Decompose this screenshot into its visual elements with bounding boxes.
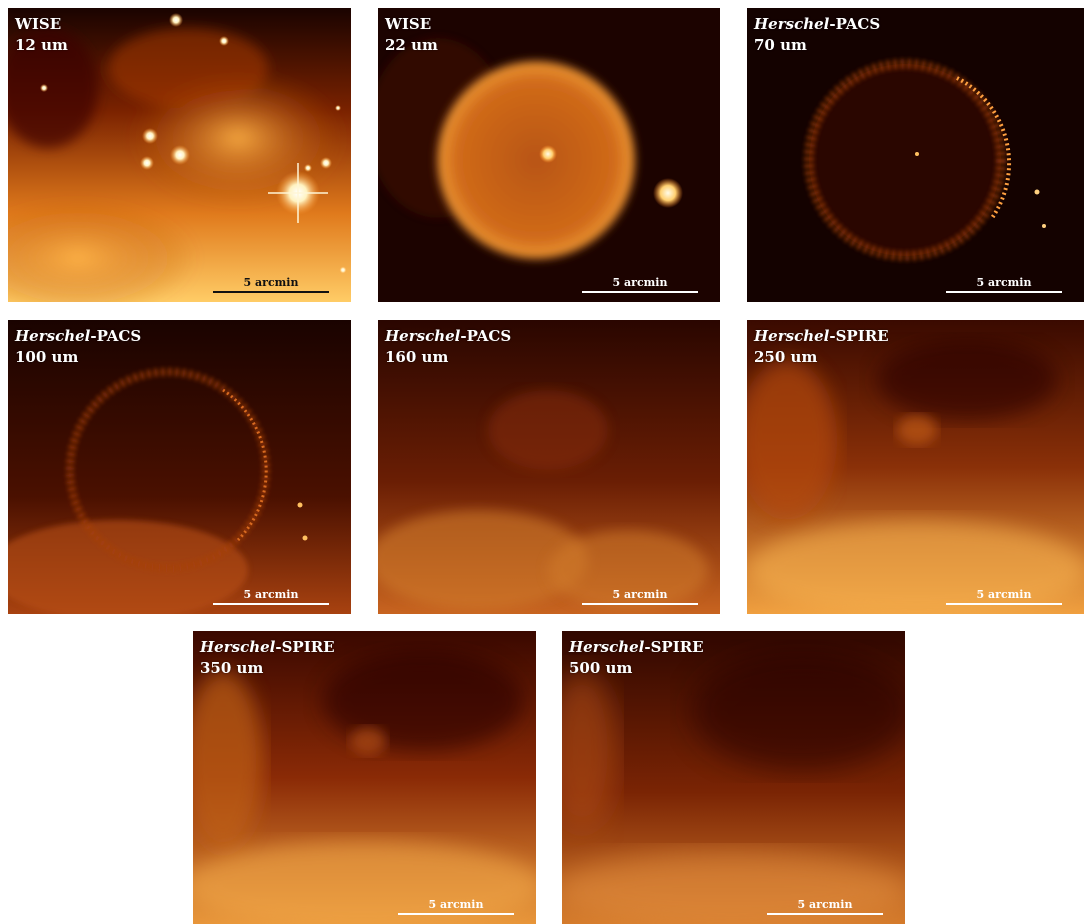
instrument-name-italic: Herschel xyxy=(15,327,91,345)
instrument-suffix: -SPIRE xyxy=(829,327,889,345)
instrument-name: Herschel-PACS xyxy=(754,14,880,35)
panel-spire-500um: Herschel-SPIRE 500 um 5 arcmin xyxy=(562,631,905,924)
scale-bar: 5 arcmin xyxy=(767,898,883,915)
infrared-image-pacs-70um xyxy=(747,8,1084,302)
infrared-image-spire-350um xyxy=(193,631,536,924)
scale-bar-label: 5 arcmin xyxy=(612,588,668,601)
wavelength-band: 350 um xyxy=(200,659,264,677)
scale-bar-line xyxy=(946,603,1062,605)
scale-bar-line xyxy=(213,291,329,293)
panel-label: Herschel-PACS 160 um xyxy=(385,326,511,368)
instrument-suffix: -PACS xyxy=(90,327,142,345)
scale-bar-line xyxy=(946,291,1062,293)
panel-label: Herschel-SPIRE 250 um xyxy=(754,326,889,368)
instrument-name: Herschel-SPIRE xyxy=(200,637,335,658)
scale-bar-line xyxy=(398,913,514,915)
scale-bar-line xyxy=(767,913,883,915)
panel-pacs-100um: Herschel-PACS 100 um 5 arcmin xyxy=(8,320,351,614)
infrared-image-spire-250um xyxy=(747,320,1084,614)
infrared-image-wise-12um xyxy=(8,8,351,302)
wavelength-band: 500 um xyxy=(569,659,633,677)
wavelength-band: 70 um xyxy=(754,36,807,54)
instrument-name: WISE xyxy=(15,15,62,33)
panel-spire-350um: Herschel-SPIRE 350 um 5 arcmin xyxy=(193,631,536,924)
scale-bar-line xyxy=(213,603,329,605)
instrument-suffix: -SPIRE xyxy=(275,638,335,656)
panel-pacs-160um: Herschel-PACS 160 um 5 arcmin xyxy=(378,320,720,614)
instrument-name-italic: Herschel xyxy=(569,638,645,656)
panel-label: Herschel-PACS 70 um xyxy=(754,14,880,56)
panel-label: Herschel-SPIRE 500 um xyxy=(569,637,704,679)
instrument-name: Herschel-PACS xyxy=(385,326,511,347)
wavelength-band: 160 um xyxy=(385,348,449,366)
scale-bar: 5 arcmin xyxy=(946,276,1062,293)
panel-pacs-70um: Herschel-PACS 70 um 5 arcmin xyxy=(747,8,1084,302)
infrared-image-wise-22um xyxy=(378,8,720,302)
wavelength-band: 100 um xyxy=(15,348,79,366)
scale-bar-label: 5 arcmin xyxy=(612,276,668,289)
scale-bar-line xyxy=(582,603,698,605)
instrument-suffix: -PACS xyxy=(460,327,512,345)
panel-label: Herschel-PACS 100 um xyxy=(15,326,141,368)
instrument-name: Herschel-SPIRE xyxy=(754,326,889,347)
panel-spire-250um: Herschel-SPIRE 250 um 5 arcmin xyxy=(747,320,1084,614)
panel-label: WISE 22 um xyxy=(385,14,438,56)
panel-wise-12um: WISE 12 um 5 arcmin xyxy=(8,8,351,302)
instrument-name: Herschel-SPIRE xyxy=(569,637,704,658)
panel-label: Herschel-SPIRE 350 um xyxy=(200,637,335,679)
wavelength-band: 250 um xyxy=(754,348,818,366)
scale-bar: 5 arcmin xyxy=(398,898,514,915)
wavelength-band: 22 um xyxy=(385,36,438,54)
panel-wise-22um: WISE 22 um 5 arcmin xyxy=(378,8,720,302)
scale-bar: 5 arcmin xyxy=(582,276,698,293)
instrument-name: Herschel-PACS xyxy=(15,326,141,347)
instrument-name-italic: Herschel xyxy=(754,327,830,345)
instrument-suffix: -SPIRE xyxy=(644,638,704,656)
infrared-image-pacs-100um xyxy=(8,320,351,614)
wavelength-band: 12 um xyxy=(15,36,68,54)
instrument-suffix: -PACS xyxy=(829,15,881,33)
scale-bar-label: 5 arcmin xyxy=(797,898,853,911)
instrument-name-italic: Herschel xyxy=(385,327,461,345)
scale-bar-line xyxy=(582,291,698,293)
scale-bar: 5 arcmin xyxy=(946,588,1062,605)
scale-bar-label: 5 arcmin xyxy=(243,276,299,289)
scale-bar: 5 arcmin xyxy=(213,588,329,605)
scale-bar-label: 5 arcmin xyxy=(243,588,299,601)
panel-label: WISE 12 um xyxy=(15,14,68,56)
infrared-image-spire-500um xyxy=(562,631,905,924)
scale-bar: 5 arcmin xyxy=(213,276,329,293)
instrument-name: WISE xyxy=(385,15,432,33)
infrared-image-pacs-160um xyxy=(378,320,720,614)
scale-bar-label: 5 arcmin xyxy=(428,898,484,911)
scale-bar-label: 5 arcmin xyxy=(976,276,1032,289)
scale-bar-label: 5 arcmin xyxy=(976,588,1032,601)
instrument-name-italic: Herschel xyxy=(754,15,830,33)
scale-bar: 5 arcmin xyxy=(582,588,698,605)
instrument-name-italic: Herschel xyxy=(200,638,276,656)
